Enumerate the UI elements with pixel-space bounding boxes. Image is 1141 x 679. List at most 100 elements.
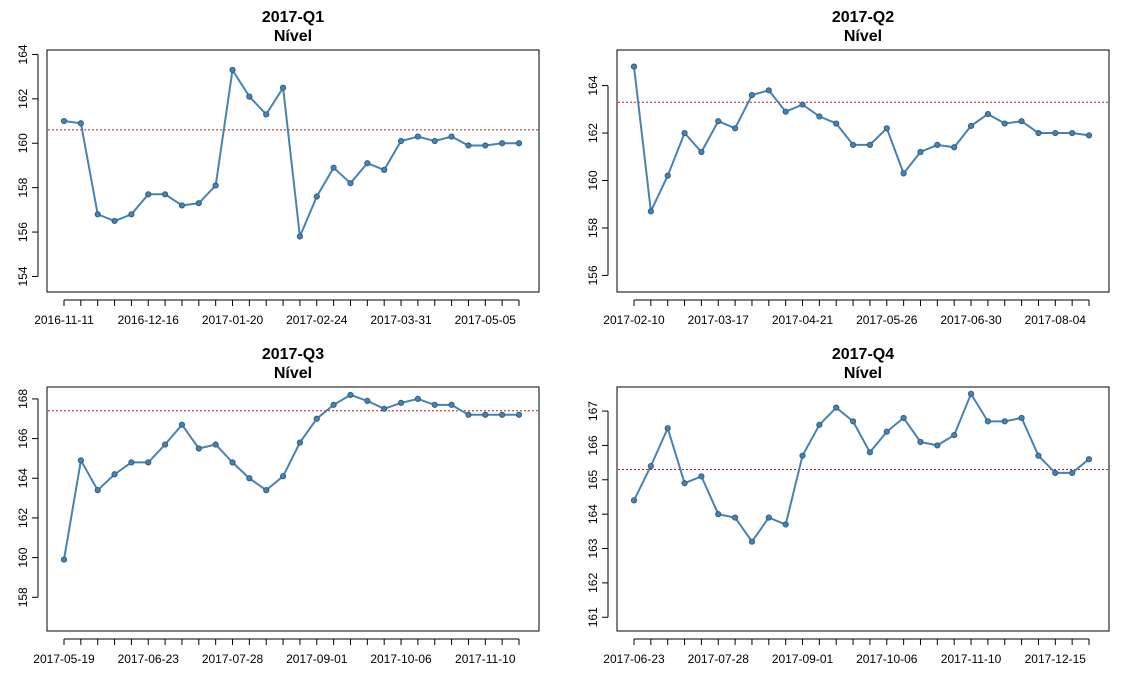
y-tick-label: 165 [586,469,600,489]
data-point [515,140,523,147]
data-point [967,122,975,130]
y-tick-label: 163 [586,538,600,558]
x-tick-label: 2016-12-16 [118,313,180,327]
chart-title: 2017-Q2 [832,9,894,26]
data-point [229,66,236,74]
data-point [431,401,438,408]
x-tick-label: 2017-06-23 [603,652,665,666]
y-tick-label: 168 [16,389,30,409]
data-point [782,521,789,528]
data-point [1085,456,1093,463]
plot-frame [46,49,540,293]
data-point [499,411,506,418]
chart-subtitle: Nível [844,28,882,45]
data-point [866,449,874,456]
data-point [647,208,654,215]
data-point [381,166,388,173]
data-point [263,111,270,118]
y-tick-label: 164 [586,75,600,95]
y-tick-label: 164 [16,44,30,64]
x-tick-label: 2017-05-19 [33,652,95,666]
data-point [664,172,671,179]
y-tick-label: 162 [16,508,30,528]
x-tick-label: 2017-05-26 [856,313,918,327]
chart-subtitle: Nível [274,28,312,45]
x-tick-label: 2017-06-23 [118,652,180,666]
chart-panel-4: 2017-Q4 Nível 161 162 163 164 165 166 167 2017-06… [586,346,1110,666]
data-point [698,473,705,480]
data-point [60,117,68,125]
data-point [849,141,857,149]
data-point [917,148,924,156]
data-point [279,84,287,91]
data-point [849,418,857,425]
x-tick-label: 2017-11-10 [941,652,1002,666]
data-point [934,141,941,149]
y-tick-label: 162 [16,89,30,109]
data-point [381,405,388,412]
y-tick-label: 160 [16,133,30,153]
chart-title: 2017-Q3 [262,346,324,363]
data-point [279,473,287,480]
data-point [1085,132,1093,139]
data-point [951,432,958,439]
y-tick-label: 164 [586,504,600,524]
data-point [917,438,924,446]
data-point [448,401,455,408]
x-tick-label: 2017-02-10 [603,313,665,327]
y-tick-label: 160 [586,170,600,190]
data-point [482,411,489,418]
data-point [866,141,874,149]
data-point [246,475,253,482]
y-tick-label: 160 [16,547,30,567]
y-tick-label: 167 [586,401,600,421]
y-tick-label: 162 [586,573,600,593]
data-point [77,457,84,464]
data-point [111,471,118,478]
data-point [60,556,68,563]
y-tick-label: 166 [586,435,600,455]
data-point [162,441,169,448]
data-point [347,180,354,187]
data-point [681,480,688,487]
data-point [465,142,472,149]
y-tick-label: 158 [586,218,600,238]
data-point [647,462,654,470]
data-point [816,421,823,428]
x-tick-label: 2017-10-06 [370,652,432,666]
data-point [313,193,320,200]
data-point [1001,120,1008,127]
data-point [178,421,186,428]
x-tick-label: 2016-11-11 [34,313,94,327]
data-point [748,91,756,99]
data-point [816,113,823,120]
x-tick-label: 2017-08-04 [1025,313,1087,327]
data-point [967,390,975,397]
chart-panel-2: 2017-Q2 Nível 156 158 160 162 164 2017-02-10 201… [586,9,1110,327]
data-point [397,137,405,145]
data-point [715,118,722,125]
x-tick-label: 2017-03-17 [688,313,750,327]
data-point [77,120,84,127]
data-point [1018,414,1025,422]
data-point [195,200,202,207]
series-line [63,393,519,560]
data-point [900,414,907,422]
series-line [633,391,1090,544]
data-point [482,142,489,149]
data-point [128,211,135,218]
x-tick-label: 2017-10-06 [856,652,918,666]
y-tick-label: 164 [16,468,30,488]
data-point [94,211,101,218]
data-point [833,120,840,127]
y-tick-label: 156 [586,265,600,285]
chart-panel-3: 2017-Q3 Nível 158 160 162 164 166 168 2017-05-19… [16,346,540,666]
data-point [465,411,472,418]
data-point [1069,469,1076,477]
data-point [1018,118,1025,125]
data-point [681,129,688,137]
chart-subtitle: Nível [844,365,882,382]
data-point [414,395,421,403]
data-point [984,110,991,118]
